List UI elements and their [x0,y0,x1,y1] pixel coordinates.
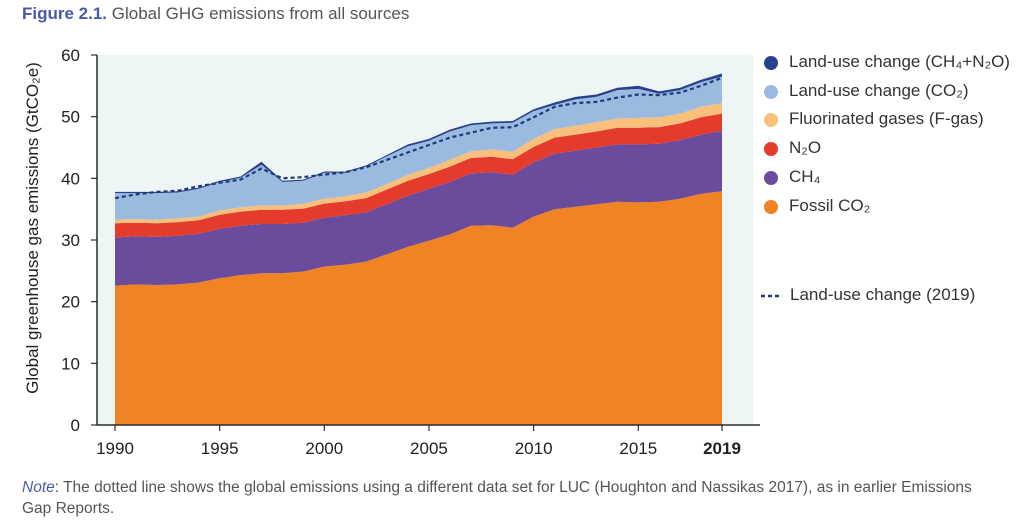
legend-dash-swatch [761,294,781,298]
area-fluorinated-gases-f-gas [115,103,722,224]
figure-title: Figure 2.1. Global GHG emissions from al… [22,4,409,24]
legend-label: N₂O [789,138,822,158]
note: Note: The dotted line shows the global e… [22,477,1002,519]
area-fossil-co [115,191,722,425]
legend-label: Land-use change (CO₂) [789,80,969,100]
figure-title-text: Global GHG emissions from all sources [111,4,410,23]
x-tick-label: 2010 [515,439,553,458]
y-tick-label: 0 [71,416,80,435]
stacked-areas [115,73,722,425]
legend-swatch [764,170,778,185]
y-ticks: 0 10 20 30 40 50 60 [61,46,97,435]
x-tick-label: 2019 [703,439,741,458]
legend-label: Land-use change (CH₄+N₂O) [789,52,1010,71]
x-tick-label: 2005 [410,439,448,458]
legend-label: Land-use change (2019) [790,285,976,304]
note-text: : The dotted line shows the global emiss… [22,479,972,517]
legend-label: Fossil CO₂ [789,195,871,215]
y-tick-label: 60 [61,46,80,65]
x-tick-label: 2000 [305,439,343,458]
x-tick-label: 1995 [201,439,239,458]
y-tick-label: 50 [61,108,80,127]
emissions-chart: 0 10 20 30 40 50 60 1990 1995 2000 2005 2010 2015 20… [23,46,760,458]
legend-swatch [764,84,778,99]
x-ticks: 1990 1995 2000 2005 2010 2015 2019 [96,425,741,458]
y-tick-label: 40 [61,169,80,188]
area-n-o [115,113,722,238]
y-tick-label: 20 [61,293,80,312]
note-label: Note [22,479,55,496]
y-tick-label: 10 [61,354,80,373]
y-axis-label: Global greenhouse gas emissions (GtCO₂e) [23,62,42,394]
legend-swatch [764,199,778,214]
area-ch [115,130,722,286]
y-tick-label: 30 [61,231,80,250]
legend-label: CH₄ [789,166,821,186]
legend-swatch [764,56,778,70]
x-tick-label: 2015 [619,439,657,458]
area-land-use-change-co [115,76,722,220]
x-tick-label: 1990 [96,439,134,458]
legend-swatch [764,142,778,157]
legend-label: Fluorinated gases (F-gas) [789,109,984,129]
legend-swatch [764,113,778,128]
figure-number: Figure 2.1. [22,4,108,23]
